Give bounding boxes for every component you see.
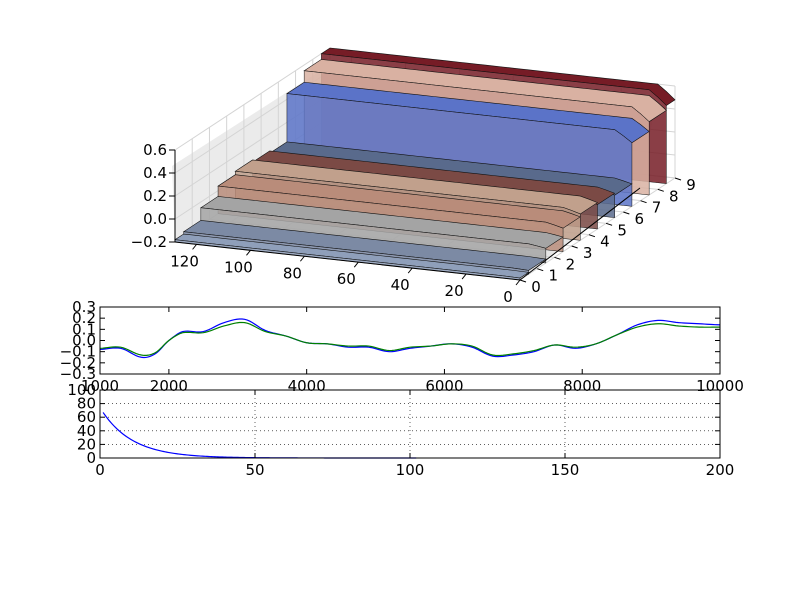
y-tick-label: 100 <box>67 381 96 399</box>
y-tick-label: 2 <box>566 255 576 273</box>
y-tick-label: 60 <box>77 408 96 426</box>
y-tick-label: 80 <box>77 395 96 413</box>
x-axis-line <box>174 241 521 281</box>
x-axis-3d: 0 20 40 60 80 100 120 <box>170 241 521 306</box>
x-tick-label: 40 <box>391 276 410 294</box>
y-tick <box>537 268 544 272</box>
x-tick-label: 150 <box>551 461 580 479</box>
x-tick <box>407 267 413 274</box>
y-tick-label: 5 <box>617 221 627 239</box>
series-group <box>99 318 721 359</box>
x-tick-label: 20 <box>445 282 464 300</box>
x-tick-label: 4000 <box>288 377 326 395</box>
x-tick-label: 2000 <box>150 377 188 395</box>
y-tick-label: 9 <box>686 176 696 194</box>
x-tick-label: 100 <box>224 258 253 276</box>
x-tick <box>353 261 359 268</box>
y-tick-label: 0 <box>86 449 96 467</box>
y-tick <box>519 279 527 283</box>
y-tick-label: 7 <box>652 199 662 217</box>
z-tick-label: 0.4 <box>143 164 167 182</box>
x-tick-label: 6000 <box>425 377 463 395</box>
z-tick-label: 0.0 <box>143 210 167 228</box>
x-axis: 1000 2000 4000 6000 8000 10000 <box>81 307 744 395</box>
plot-frame <box>99 389 721 459</box>
x-tick <box>192 244 197 250</box>
y-tick <box>657 188 664 192</box>
z-tick-label: −0.2 <box>131 233 167 251</box>
y-tick <box>623 211 630 215</box>
x-axis: 0 50 100 150 200 <box>95 390 734 479</box>
y-axis: 0.30.20.10.0−0.1−0.2−0.3 <box>60 298 720 383</box>
x-tick <box>299 255 305 262</box>
x-tick-label: 200 <box>706 461 735 479</box>
plot-frame <box>99 306 721 375</box>
x-tick-label: 0 <box>95 461 105 479</box>
x-tick-label: 100 <box>396 461 425 479</box>
x-tick <box>246 250 251 256</box>
y-tick-label: 4 <box>600 233 610 251</box>
y-tick-label: 1 <box>548 267 558 285</box>
y-tick-label: 6 <box>635 210 645 228</box>
series-group <box>102 412 417 459</box>
grid <box>99 389 721 459</box>
x-tick-label: 120 <box>170 252 199 270</box>
x-tick-label: 80 <box>283 264 302 282</box>
y-tick-label: −0.3 <box>60 365 96 383</box>
y-tick-label: 0.2 <box>72 309 96 327</box>
series-line-0 <box>102 412 417 459</box>
x-tick-label: 8000 <box>563 377 601 395</box>
line-plot-middle: 1000 2000 4000 6000 8000 10000 0.30.20.10.0−0… <box>60 298 744 395</box>
y-tick <box>674 177 682 181</box>
y-tick-label: 0.0 <box>72 332 96 350</box>
y-tick <box>588 234 596 238</box>
y-tick-label: 0.1 <box>72 320 96 338</box>
surface-rows <box>174 47 676 281</box>
y-tick-label: −0.2 <box>60 354 96 372</box>
x-tick-label: 60 <box>337 270 356 288</box>
y-tick-label: 3 <box>583 244 593 262</box>
x-tick <box>515 279 521 286</box>
series-line-1 <box>99 321 721 357</box>
y-tick <box>554 256 561 260</box>
z-axis-3d: −0.2 0.0 0.2 0.4 0.6 <box>131 141 176 251</box>
y-tick-label: 20 <box>77 435 96 453</box>
x-tick <box>461 273 467 280</box>
y-tick <box>605 222 613 226</box>
y-tick-label: 0.3 <box>72 298 96 316</box>
x-tick-label: 0 <box>503 288 513 306</box>
y-tick-label: 0 <box>531 278 541 296</box>
series-line-0 <box>99 318 721 359</box>
y-tick <box>571 245 578 249</box>
z-tick-label: 0.2 <box>143 187 167 205</box>
y-tick <box>640 200 647 204</box>
y-tick-label: 8 <box>669 187 679 205</box>
y-tick-label: 40 <box>77 422 96 440</box>
x-tick-label: 50 <box>245 461 264 479</box>
y-tick-label: −0.1 <box>60 343 96 361</box>
y-axis-line <box>519 187 641 281</box>
z-tick-label: 0.6 <box>143 141 167 159</box>
